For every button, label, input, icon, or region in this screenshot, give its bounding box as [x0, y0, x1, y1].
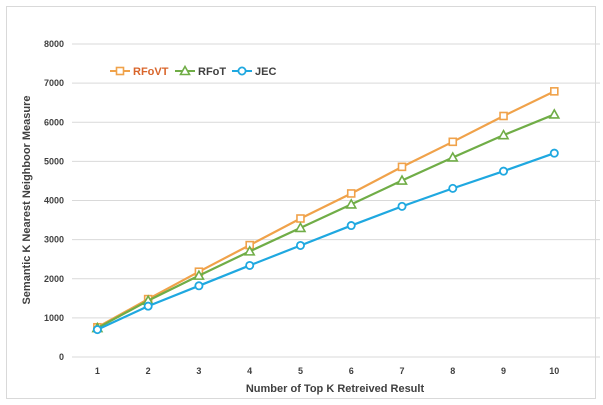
x-tick-label: 8: [450, 366, 455, 376]
data-point-rfot: [294, 221, 307, 233]
legend-label: RFoT: [198, 66, 226, 78]
y-tick-label: 2000: [44, 274, 64, 284]
data-point-rfot: [446, 151, 459, 162]
data-point-rfot: [396, 174, 408, 185]
x-tick-label: 5: [298, 366, 303, 376]
data-point-rfovt: [296, 214, 305, 223]
y-tick-label: 5000: [44, 156, 64, 166]
data-point-jec: [346, 221, 356, 231]
x-tick-label: 4: [247, 366, 252, 376]
series-jec: [92, 148, 559, 335]
x-axis-title: Number of Top K Retreived Result: [246, 383, 425, 395]
legend-entry-rfot: RFoT: [175, 64, 226, 78]
data-point-rfovt: [346, 189, 356, 198]
series-rfot: [91, 108, 561, 333]
legend-entry-jec: JEC: [232, 66, 276, 78]
series-line-rfovt: [96, 90, 555, 329]
data-point-jec: [143, 301, 153, 311]
legend-label: JEC: [255, 66, 276, 78]
series-line-rfot: [96, 113, 555, 330]
data-point-rfot: [193, 269, 205, 280]
data-point-jec: [194, 281, 204, 291]
grid-lines: [72, 43, 600, 358]
data-point-jec: [295, 240, 305, 250]
y-axis-ticks: 0 1000 2000 3000 4000 5000 6000 7000 8000: [44, 39, 64, 362]
x-tick-label: 3: [196, 366, 201, 376]
data-point-jec: [245, 260, 255, 270]
y-tick-label: 1000: [44, 313, 64, 323]
legend: RFoVT RFoT JEC: [110, 64, 276, 78]
x-tick-label: 9: [501, 366, 506, 376]
data-point-jec: [549, 148, 559, 158]
data-point-rfot: [243, 245, 256, 256]
legend-marker: [237, 66, 247, 76]
x-tick-label: 7: [399, 366, 404, 376]
y-tick-label: 0: [59, 352, 64, 362]
legend-label: RFoVT: [133, 66, 169, 78]
x-axis-ticks: 1 2 3 4 5 6 7 8 9 10: [95, 366, 559, 376]
series-line-jec: [96, 152, 555, 331]
data-point-jec: [92, 325, 102, 335]
y-tick-label: 4000: [44, 196, 64, 206]
legend-marker: [179, 64, 191, 76]
data-point-rfot: [345, 198, 358, 209]
y-tick-label: 7000: [44, 78, 64, 88]
chart-frame: [6, 6, 596, 399]
y-axis-title: Semantic K Nearest Neighboor Measure: [21, 95, 33, 304]
legend-marker: [115, 66, 125, 76]
data-point-jec: [499, 166, 509, 176]
x-tick-label: 10: [549, 366, 559, 376]
y-tick-label: 8000: [44, 39, 64, 49]
data-point-rfovt: [448, 137, 458, 147]
x-tick-label: 2: [146, 366, 151, 376]
legend-entry-rfovt: RFoVT: [110, 66, 169, 78]
data-point-jec: [397, 201, 407, 211]
data-point-rfot: [548, 108, 561, 119]
y-tick-label: 3000: [44, 235, 64, 245]
x-tick-label: 6: [349, 366, 354, 376]
y-tick-label: 6000: [44, 117, 64, 127]
data-point-rfovt: [499, 111, 508, 121]
data-point-jec: [448, 183, 458, 193]
data-point-rfovt: [397, 162, 407, 172]
x-tick-label: 1: [95, 366, 100, 376]
data-point-rfovt: [550, 87, 559, 96]
data-point-rfot: [497, 129, 510, 140]
series-group: [91, 87, 561, 335]
